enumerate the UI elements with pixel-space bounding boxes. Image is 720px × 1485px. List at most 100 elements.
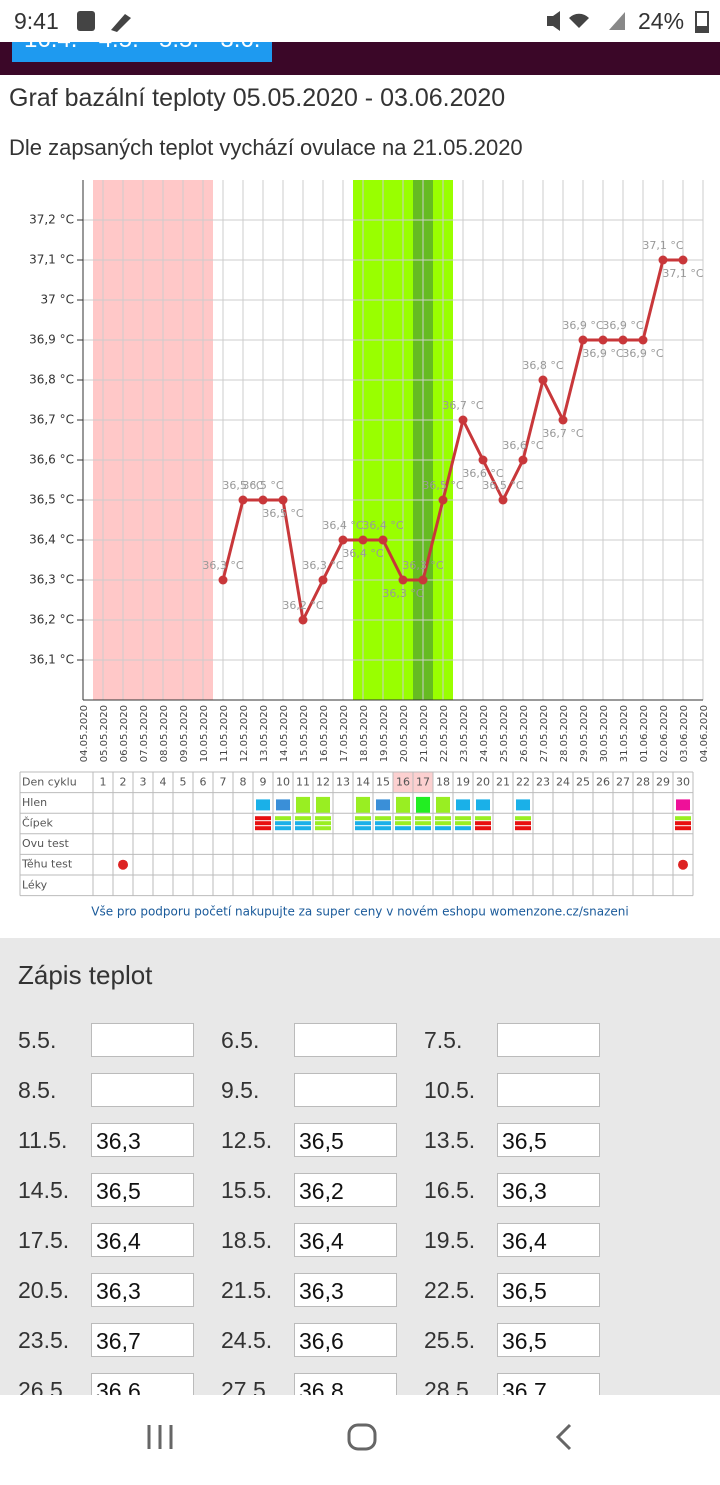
mucus-mark — [296, 796, 310, 813]
day-number: 19 — [456, 775, 470, 788]
value-label: 36,7 °C — [542, 427, 583, 440]
temperature-input[interactable]: 36,6 — [294, 1323, 397, 1357]
cervix-mark — [275, 816, 291, 821]
cervix-mark — [675, 816, 691, 821]
data-point — [518, 455, 528, 465]
section-heading: Zápis teplot — [18, 960, 153, 990]
temperature-input[interactable]: 36,2 — [294, 1173, 397, 1207]
cervix-mark — [415, 816, 431, 821]
value-label: 36,9 °C — [622, 347, 663, 360]
x-tick-label: 05.05.2020 — [99, 705, 110, 762]
x-tick-label: 19.05.2020 — [379, 705, 390, 762]
cervix-mark — [375, 816, 391, 821]
temperature-input[interactable]: 36,4 — [91, 1223, 194, 1257]
day-number: 1 — [100, 775, 107, 788]
entry-label: 5.5. — [18, 1027, 57, 1053]
temperature-input[interactable] — [294, 1023, 397, 1057]
data-point — [578, 335, 588, 345]
value-label: 36,9 °C — [602, 319, 643, 332]
entry-label: 12.5. — [221, 1127, 273, 1153]
entry-label: 25.5. — [424, 1327, 476, 1353]
x-tick-label: 24.05.2020 — [479, 705, 490, 762]
mucus-mark — [376, 799, 390, 811]
mucus-mark — [676, 799, 690, 811]
temperature-input[interactable]: 36,6 — [91, 1373, 194, 1395]
data-point — [218, 575, 228, 585]
promo-link[interactable]: Vše pro podporu početí nakupujte za supe… — [91, 905, 628, 919]
mucus-mark — [436, 796, 450, 813]
cervix-mark — [255, 816, 271, 821]
temperature-input[interactable]: 36,5 — [294, 1123, 397, 1157]
value-label: 36,7 °C — [442, 399, 483, 412]
entry-label: 11.5. — [18, 1127, 68, 1153]
data-point — [258, 495, 268, 505]
temperature-input[interactable]: 36,3 — [294, 1273, 397, 1307]
cervix-mark — [435, 816, 451, 821]
temperature-input[interactable] — [91, 1073, 194, 1107]
value-label: 36,9 °C — [582, 347, 623, 360]
cervix-mark — [375, 821, 391, 826]
cervix-mark — [355, 821, 371, 826]
highlight-day — [413, 772, 433, 793]
day-number: 8 — [240, 775, 247, 788]
entry-label: 26.5. — [18, 1377, 70, 1395]
day-number: 5 — [180, 775, 187, 788]
entry-label: 22.5. — [424, 1277, 476, 1303]
temperature-input[interactable]: 36,5 — [497, 1323, 600, 1357]
mucus-mark — [276, 799, 290, 811]
temperature-input[interactable]: 36,5 — [91, 1173, 194, 1207]
data-point — [558, 415, 568, 425]
data-point — [378, 535, 388, 545]
x-tick-label: 01.06.2020 — [639, 705, 650, 762]
day-number: 23 — [536, 775, 550, 788]
mucus-mark — [396, 796, 410, 813]
cervix-mark — [375, 826, 391, 831]
mucus-mark — [316, 796, 330, 813]
value-label: 36,5 °C — [242, 479, 283, 492]
day-number: 14 — [356, 775, 370, 788]
mucus-mark — [356, 796, 370, 813]
entry-label: 9.5. — [221, 1077, 260, 1103]
entry-label: 10.5. — [424, 1077, 476, 1103]
cervix-mark — [475, 816, 491, 821]
temperature-input[interactable] — [294, 1073, 397, 1107]
x-tick-label: 29.05.2020 — [579, 705, 590, 762]
temperature-input[interactable]: 36,8 — [294, 1373, 397, 1395]
temperature-input[interactable]: 36,7 — [91, 1323, 194, 1357]
day-number: 25 — [576, 775, 590, 788]
temperature-input[interactable] — [91, 1023, 194, 1057]
status-bar: 9:41 24% — [0, 0, 720, 42]
value-label: 36,4 °C — [342, 547, 383, 560]
temperature-input[interactable]: 36,7 — [497, 1373, 600, 1395]
x-tick-label: 12.05.2020 — [239, 705, 250, 762]
temperature-input[interactable]: 36,3 — [497, 1173, 600, 1207]
temperature-input[interactable]: 36,5 — [497, 1273, 600, 1307]
entry-label: 16.5. — [424, 1177, 476, 1203]
data-point — [278, 495, 288, 505]
temperature-input[interactable]: 36,3 — [91, 1273, 194, 1307]
value-label: 36,5 °C — [422, 479, 463, 492]
day-number: 26 — [596, 775, 610, 788]
temperature-input[interactable]: 36,5 — [497, 1123, 600, 1157]
temperature-input[interactable]: 36,4 — [497, 1223, 600, 1257]
cervix-mark — [355, 816, 371, 821]
time: 9:41 — [14, 8, 59, 34]
y-tick-label: 36,2 °C — [29, 613, 74, 627]
x-tick-label: 22.05.2020 — [439, 705, 450, 762]
temperature-input[interactable] — [497, 1023, 600, 1057]
day-number: 7 — [220, 775, 227, 788]
temperature-input[interactable]: 36,4 — [294, 1223, 397, 1257]
y-tick-label: 36,1 °C — [29, 653, 74, 667]
data-point — [598, 335, 608, 345]
x-tick-label: 28.05.2020 — [559, 705, 570, 762]
data-point — [438, 495, 448, 505]
day-number: 27 — [616, 775, 630, 788]
temperature-input[interactable] — [497, 1073, 600, 1107]
mucus-mark — [476, 799, 490, 811]
entry-label: 18.5. — [221, 1227, 273, 1253]
x-tick-label: 21.05.2020 — [419, 705, 430, 762]
x-tick-label: 08.05.2020 — [159, 705, 170, 762]
temperature-input[interactable]: 36,3 — [91, 1123, 194, 1157]
x-tick-label: 11.05.2020 — [219, 705, 230, 762]
